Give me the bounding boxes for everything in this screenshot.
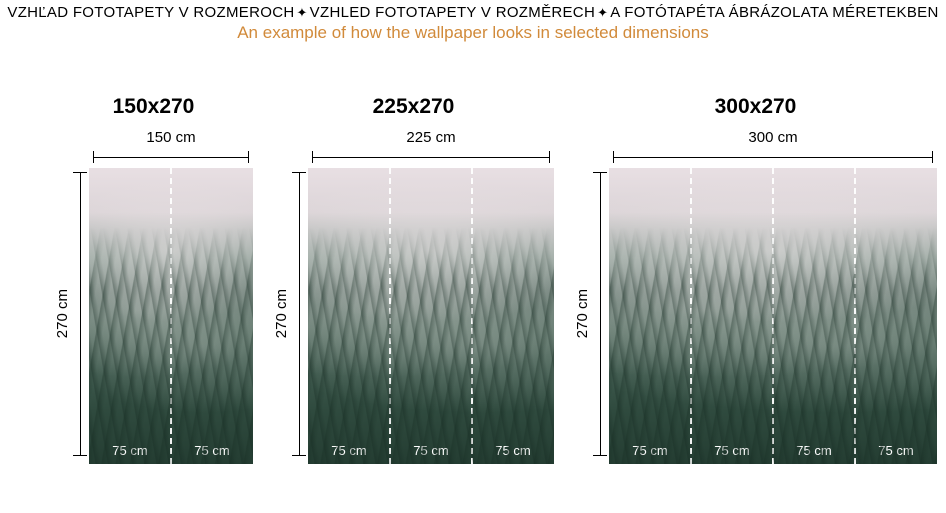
- size-title: 150x270: [113, 95, 195, 119]
- panel-seam: [690, 168, 692, 464]
- segment-labels: 75 cm75 cm75 cm: [308, 443, 554, 458]
- horizontal-ruler: [89, 150, 253, 164]
- height-label: 270 cm: [54, 289, 71, 338]
- panel-seam: [854, 168, 856, 464]
- panel-seam: [389, 168, 391, 464]
- vertical-ruler: [71, 166, 89, 462]
- wallpaper-preview: 75 cm75 cm: [89, 168, 253, 464]
- horizontal-ruler: [609, 150, 937, 164]
- sparkle-icon: ✦: [597, 5, 608, 21]
- height-label: 270 cm: [574, 289, 591, 338]
- vertical-ruler: [290, 166, 308, 462]
- size-panel: 300x270270 cm300 cm75 cm75 cm75 cm75 cm: [574, 95, 937, 464]
- height-label: 270 cm: [273, 289, 290, 338]
- segment-labels: 75 cm75 cm: [89, 443, 253, 458]
- diagram-right: 300 cm75 cm75 cm75 cm75 cm: [609, 129, 937, 464]
- vertical-axis: 270 cm: [273, 129, 308, 462]
- sparkle-icon: ✦: [296, 5, 307, 21]
- diagram: 270 cm300 cm75 cm75 cm75 cm75 cm: [574, 129, 937, 464]
- segment-width-label: 75 cm: [390, 443, 472, 458]
- header-en: An example of how the wallpaper looks in…: [0, 23, 946, 43]
- wallpaper-preview: 75 cm75 cm75 cm75 cm: [609, 168, 937, 464]
- width-label: 225 cm: [406, 129, 455, 146]
- segment-width-label: 75 cm: [89, 443, 171, 458]
- wallpaper-preview: 75 cm75 cm75 cm: [308, 168, 554, 464]
- segment-labels: 75 cm75 cm75 cm75 cm: [609, 443, 937, 458]
- header-cz: VZHLED FOTOTAPETY V ROZMĚRECH: [310, 4, 595, 21]
- panel-seam: [772, 168, 774, 464]
- vertical-axis: 270 cm: [574, 129, 609, 462]
- size-title: 300x270: [715, 95, 797, 119]
- header-hu: A FOTÓTAPÉTA ÁBRÁZOLATA MÉRETEKBEN: [610, 4, 938, 21]
- panels-row: 150x270270 cm150 cm75 cm75 cm225x270270 …: [0, 43, 946, 464]
- width-label: 150 cm: [146, 129, 195, 146]
- header-multilang: VZHĽAD FOTOTAPETY V ROZMEROCH ✦ VZHLED F…: [0, 4, 946, 21]
- size-title: 225x270: [373, 95, 455, 119]
- segment-width-label: 75 cm: [855, 443, 937, 458]
- segment-width-label: 75 cm: [609, 443, 691, 458]
- header: VZHĽAD FOTOTAPETY V ROZMEROCH ✦ VZHLED F…: [0, 0, 946, 43]
- segment-width-label: 75 cm: [691, 443, 773, 458]
- width-label: 300 cm: [748, 129, 797, 146]
- diagram-right: 225 cm75 cm75 cm75 cm: [308, 129, 554, 464]
- vertical-axis: 270 cm: [54, 129, 89, 462]
- segment-width-label: 75 cm: [171, 443, 253, 458]
- diagram: 270 cm 150 cm 75 cm75 cm: [54, 129, 253, 464]
- segment-width-label: 75 cm: [773, 443, 855, 458]
- header-sk: VZHĽAD FOTOTAPETY V ROZMEROCH: [7, 4, 294, 21]
- diagram: 270 cm225 cm75 cm75 cm75 cm: [273, 129, 554, 464]
- diagram-right: 150 cm 75 cm75 cm: [89, 129, 253, 464]
- horizontal-ruler: [308, 150, 554, 164]
- segment-width-label: 75 cm: [472, 443, 554, 458]
- panel-seam: [471, 168, 473, 464]
- segment-width-label: 75 cm: [308, 443, 390, 458]
- panel-seam: [170, 168, 172, 464]
- vertical-ruler: [591, 166, 609, 462]
- size-panel: 225x270270 cm225 cm75 cm75 cm75 cm: [273, 95, 554, 464]
- size-panel: 150x270 270 cm 150 cm 75 cm75 cm: [54, 95, 253, 464]
